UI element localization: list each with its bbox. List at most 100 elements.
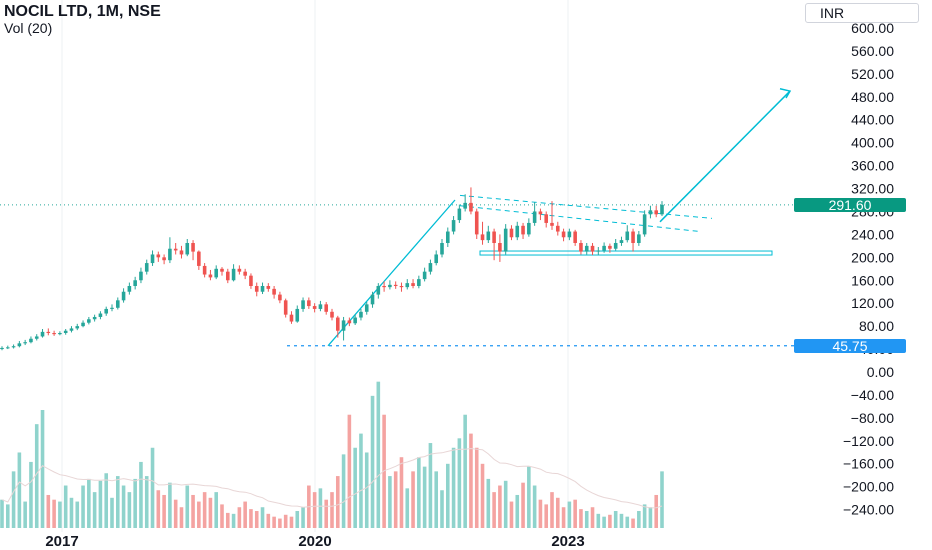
volume-bar [318,488,323,528]
y-tick-label: 240.00 [851,226,894,242]
last-price-badge: 291.60 [794,197,906,212]
volume-bar [370,395,375,528]
volume-bar [631,518,635,528]
candle-body [625,231,630,241]
volume-bar [388,476,392,528]
candle-body [92,316,97,320]
volume-bar [69,497,74,528]
y-tick-label: 520.00 [851,66,894,82]
candle-body [5,347,10,349]
volume-bar [353,447,357,528]
candle-body [127,286,132,292]
projection-arrow-line [659,90,791,223]
candle-body [544,214,549,223]
candle-body [231,268,236,281]
candle-body [561,231,566,238]
volume-bar [335,476,340,528]
candle-body [75,326,80,329]
x-tick-label: 2020 [298,533,331,550]
volume-ma-line [1,447,663,509]
candle-body [538,211,543,215]
y-tick-label: −240.00 [843,502,894,518]
candle-body [29,338,33,343]
candle-body [17,343,22,347]
volume-bar [521,482,525,528]
chart-title: NOCIL LTD, 1M, NSE [4,3,161,20]
candle-body [52,333,56,335]
candle-body [289,314,294,322]
candle-body [492,231,496,243]
candle-body [347,320,352,324]
candle-body [110,307,114,309]
volume-bar [509,501,514,528]
volume-bar [254,511,259,528]
candle-body [602,245,606,251]
volume-bar [52,499,56,528]
volume-bar [197,501,201,528]
volume-bar [266,513,271,528]
volume-bar [515,494,520,528]
candle-body [11,346,16,348]
volume-bar [503,480,508,528]
volume-bar [480,463,485,528]
volume-bar [168,482,172,528]
candle-body [550,222,554,226]
candle-body [451,220,456,232]
y-tick-label: 160.00 [851,272,894,288]
candle-body [573,231,577,243]
candle-body [555,225,560,232]
y-tick-label: 200.00 [851,249,894,265]
candle-body [139,271,143,281]
candle-body [335,317,340,331]
y-tick-label: 480.00 [851,89,894,105]
volume-bar [538,499,543,528]
volume-bar [208,497,213,528]
candle-body [150,254,155,264]
candle-body [422,271,427,280]
volume-bar [642,504,647,528]
candle-body [295,308,300,322]
candle-body [417,279,421,286]
volume-bar [156,490,161,528]
volume-bar [567,501,572,528]
volume-bar [17,452,22,528]
currency-selector[interactable]: INR [805,3,919,23]
candle-body [498,243,502,252]
volume-bar [214,492,219,528]
candle-body [642,214,647,235]
candle-body [249,275,253,286]
candle-body [266,286,271,289]
candle-body [312,306,317,309]
candle-body [399,286,404,288]
candle-body [370,294,375,305]
volume-bar [185,485,190,528]
volume-bar [150,447,155,528]
volume-bar [139,461,143,528]
volume-bar [231,513,236,528]
volume-bar [492,492,496,528]
y-tick-label: −160.00 [843,456,894,472]
candle-body [393,284,398,286]
volume-bar [289,516,294,528]
candle-body [283,300,288,315]
projection-arrow-head [779,88,792,99]
volume-bar [58,501,62,528]
candle-body [272,288,276,295]
candle-body [144,263,149,272]
candle-body [98,313,103,317]
y-tick-label: −120.00 [843,433,894,449]
candle-body [46,331,51,334]
volume-bar [364,452,369,528]
candle-body [503,228,508,252]
volume-bar [63,485,68,528]
volume-bar [104,473,109,528]
candle-body [411,283,415,286]
candle-body [608,245,612,249]
y-tick-label: −80.00 [851,410,894,426]
support-level-badge: 45.75 [794,338,906,353]
volume-bar [561,507,566,528]
volume-bar [121,485,126,528]
candle-body [115,300,120,308]
candle-body [214,268,219,278]
